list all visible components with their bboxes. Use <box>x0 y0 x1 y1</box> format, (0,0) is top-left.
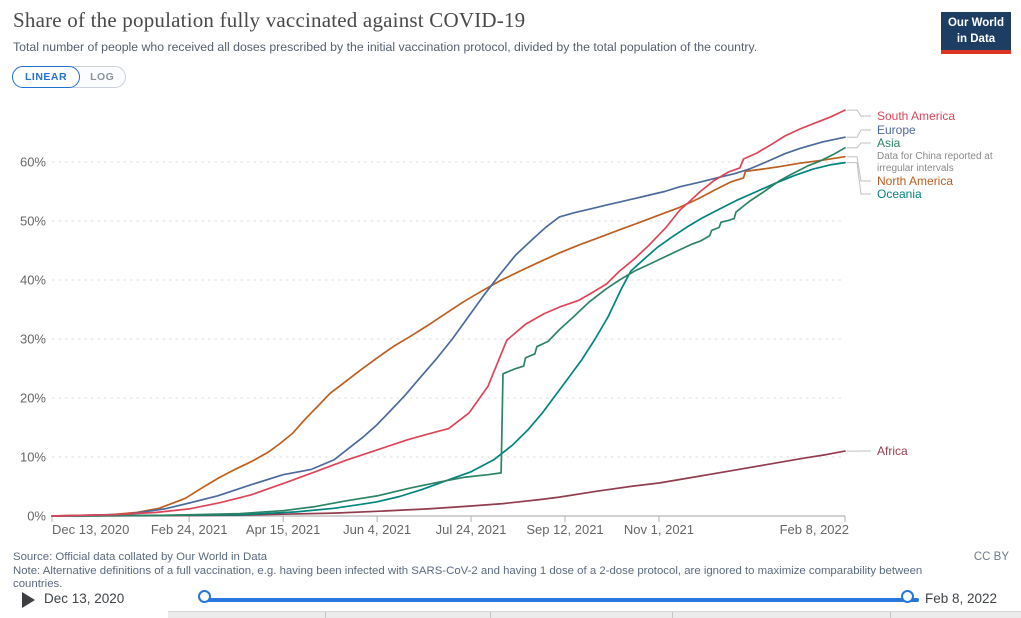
legend-label-europe[interactable]: Europe <box>877 123 916 137</box>
note-text: Note: Alternative definitions of a full … <box>13 565 923 591</box>
legend-label-north-america[interactable]: North America <box>877 174 953 188</box>
legend-connector <box>847 109 871 117</box>
y-axis-label: 60% <box>20 155 46 170</box>
chart-footer: Source: Official data collated by Our Wo… <box>13 551 973 591</box>
y-axis-label: 10% <box>20 450 46 465</box>
tab-divider <box>325 612 326 618</box>
bottom-tabs-strip[interactable] <box>168 611 1021 618</box>
legend-connector <box>847 129 871 138</box>
chart-canvas[interactable]: 0% 10% 20% 30% 40% 50% 60% Dec 13, 2020 Feb 24, … <box>0 98 1021 548</box>
log-button[interactable]: LOG <box>90 71 115 83</box>
series-line-south-america[interactable] <box>51 109 846 517</box>
series-line-oceania[interactable] <box>51 161 846 517</box>
legend-label-africa[interactable]: Africa <box>877 444 908 458</box>
tab-divider <box>890 612 891 618</box>
legend-label-south-america[interactable]: South America <box>877 109 955 123</box>
y-axis-label: 40% <box>20 273 46 288</box>
series-line-asia[interactable] <box>51 146 846 517</box>
x-axis-label: Sep 12, 2021 <box>526 522 603 537</box>
x-axis-label: Feb 24, 2021 <box>151 522 228 537</box>
series-line-africa[interactable] <box>51 450 846 517</box>
source-text[interactable]: Source: Official data collated by Our Wo… <box>13 551 268 563</box>
china-data-annotation: irregular intervals <box>877 163 954 174</box>
x-axis-label: Apr 15, 2021 <box>246 522 320 537</box>
timeline-start-handle[interactable] <box>198 590 211 603</box>
series-line-europe[interactable] <box>51 136 846 517</box>
linear-button[interactable]: LINEAR <box>12 66 81 88</box>
x-axis-label: Nov 1, 2021 <box>624 522 694 537</box>
x-axis-label: Feb 8, 2022 <box>780 522 849 537</box>
legend-connector <box>847 156 871 182</box>
timeline-start-date[interactable]: Dec 13, 2020 <box>44 591 125 606</box>
legend-label-asia[interactable]: Asia <box>877 136 901 150</box>
owid-logo-line2: in Data <box>956 32 996 45</box>
scale-toggle: LINEAR LOG <box>12 66 127 88</box>
owid-logo-line1: Our World <box>947 17 1004 29</box>
legend-label-oceania[interactable]: Oceania <box>877 187 922 201</box>
license-link[interactable]: CC BY <box>973 551 1009 563</box>
x-axis-label: Dec 13, 2020 <box>52 522 129 537</box>
tab-divider <box>672 612 673 618</box>
legend-connector <box>847 162 871 195</box>
page-title: Share of the population fully vaccinated… <box>13 8 526 32</box>
timeline-end-handle[interactable] <box>901 590 914 603</box>
owid-logo[interactable]: Our World in Data <box>941 12 1011 55</box>
x-axis-label: Jul 24, 2021 <box>436 522 507 537</box>
legend-connector <box>847 142 871 149</box>
timeline: Dec 13, 2020 Feb 8, 2022 <box>0 589 1021 611</box>
x-axis-label: Jun 4, 2021 <box>343 522 411 537</box>
china-data-annotation: Data for China reported at <box>877 151 993 162</box>
timeline-track[interactable] <box>205 598 919 602</box>
tab-divider <box>490 612 491 618</box>
y-axis-label: 0% <box>27 509 46 524</box>
y-axis-label: 50% <box>20 214 46 229</box>
y-axis-label: 20% <box>20 391 46 406</box>
timeline-end-date[interactable]: Feb 8, 2022 <box>925 591 998 606</box>
chart-subtitle: Total number of people who received all … <box>13 40 758 54</box>
play-icon[interactable] <box>22 592 35 608</box>
y-axis-label: 30% <box>20 332 46 347</box>
series-line-north-america[interactable] <box>51 155 846 517</box>
